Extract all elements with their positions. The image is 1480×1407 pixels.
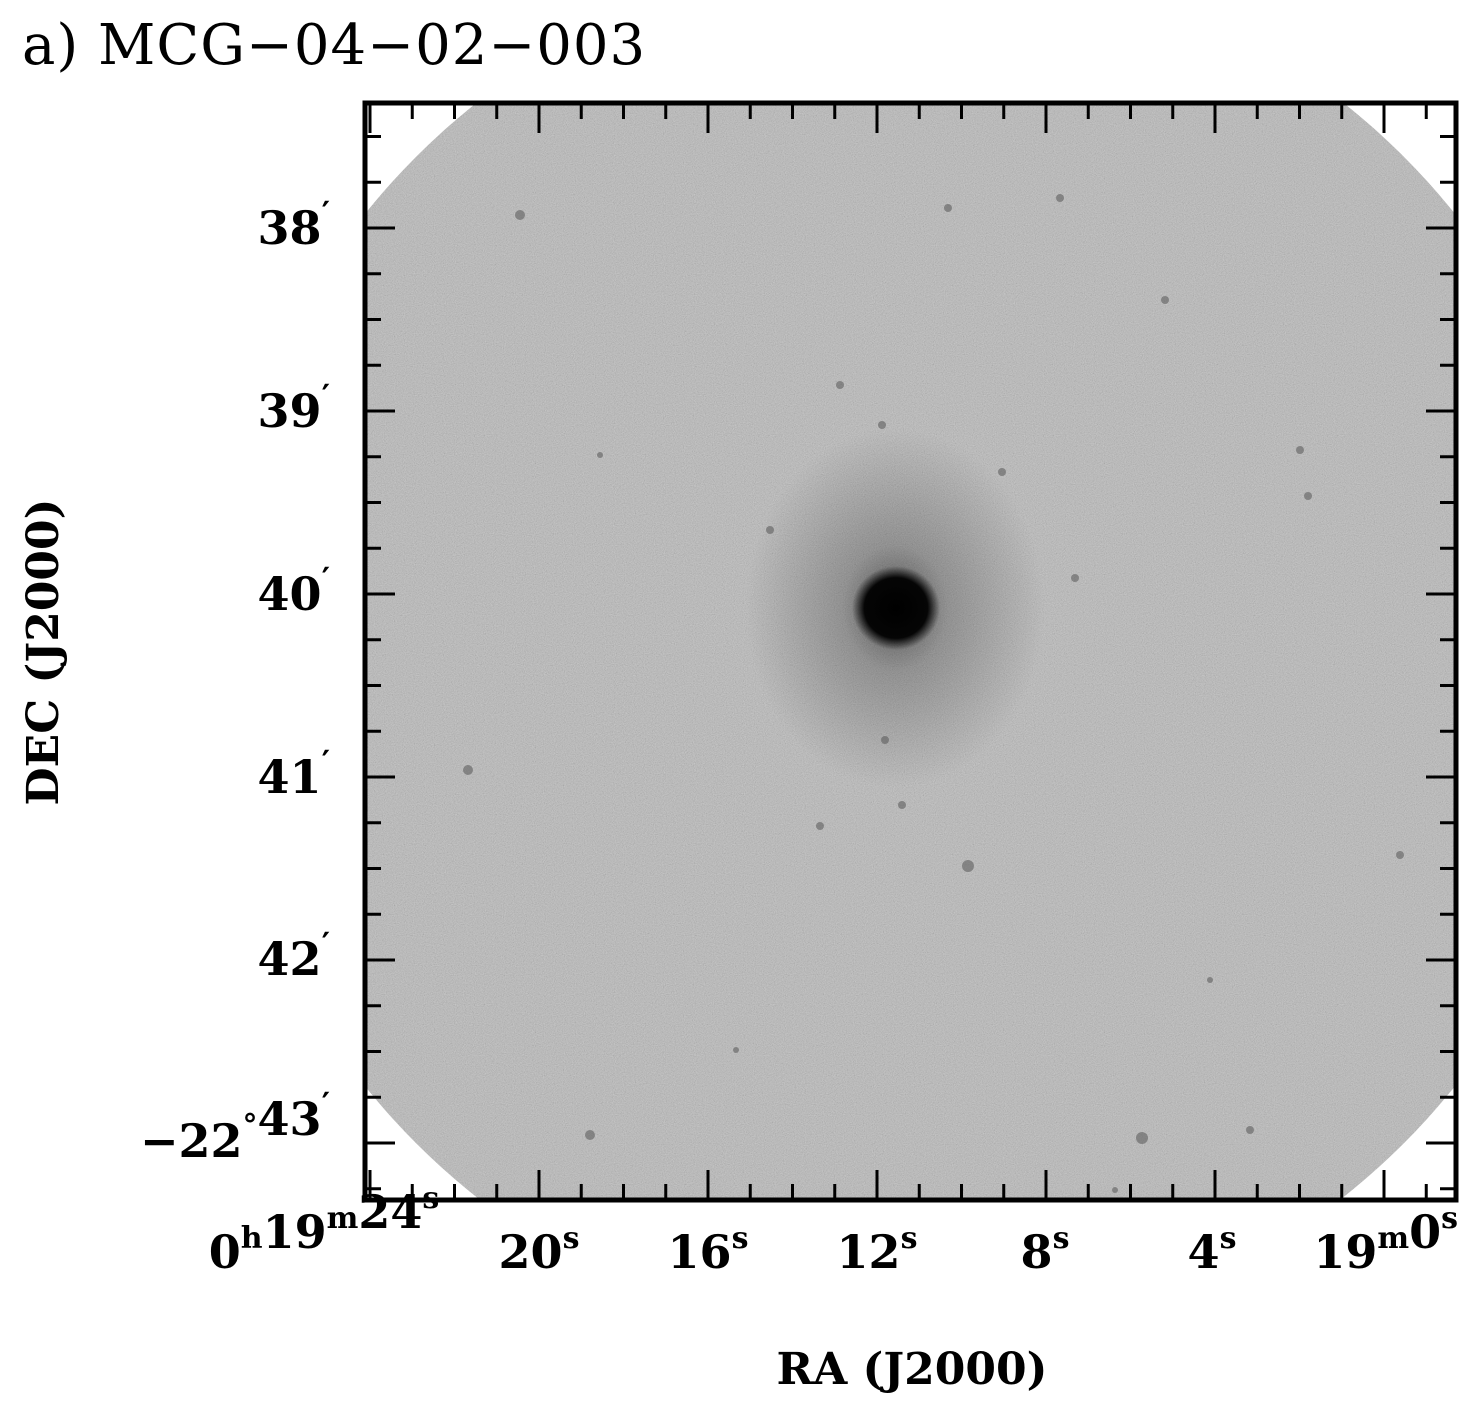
panel-title: a) MCG−04−02−003: [22, 18, 646, 74]
y-axis-label: DEC (J2000): [18, 499, 69, 806]
y-tick-label: 40′: [258, 560, 330, 621]
object-name: MCG−04−02−003: [98, 13, 647, 78]
x-tick-label: 0h19m24s: [209, 1181, 440, 1279]
y-tick-label: 42′: [258, 925, 330, 986]
x-tick-label: 4s: [1188, 1221, 1237, 1279]
y-tick-label: −22°43′: [140, 1085, 330, 1168]
x-axis-label: RA (J2000): [777, 1344, 1048, 1395]
frame-ticks: [365, 103, 1456, 1200]
x-tick-labels: 0h19m24s 20s 16s 12s 8s 4s 19m0s: [209, 1181, 1458, 1279]
y-tick-label: 39′: [258, 377, 330, 438]
panel-label: a): [22, 13, 80, 78]
y-tick-label: 38′: [258, 194, 330, 255]
galaxy-core: [852, 566, 940, 650]
plot-frame: [362, 100, 1459, 1203]
x-tick-label: 16s: [668, 1221, 749, 1279]
x-tick-label: 12s: [837, 1221, 918, 1279]
x-tick-label: 19m0s: [1313, 1201, 1458, 1279]
y-tick-labels: 38′ 39′ 40′ 41′ 42′ −22°43′: [140, 194, 330, 1168]
faint-point-sources: [463, 194, 1404, 1193]
x-tick-label: 20s: [499, 1221, 580, 1279]
y-tick-label: 41′: [258, 743, 330, 804]
x-tick-label: 8s: [1021, 1221, 1070, 1279]
